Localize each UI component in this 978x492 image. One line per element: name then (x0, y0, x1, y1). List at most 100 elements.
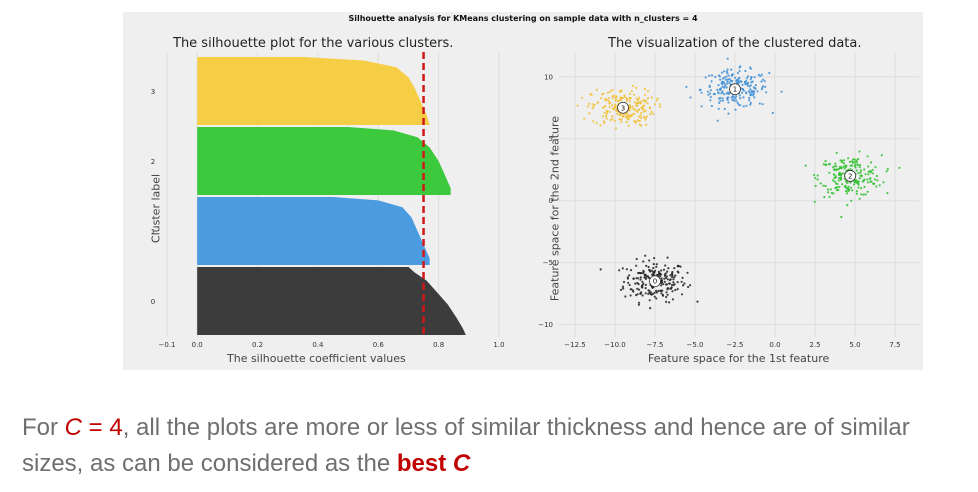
caption-c-variable: C (64, 414, 83, 441)
silhouette-plot-title: The silhouette plot for the various clus… (173, 36, 454, 51)
scatter-point (679, 265, 682, 268)
scatter-point (591, 103, 594, 106)
scatter-point (599, 268, 602, 271)
scatter-point (665, 291, 668, 294)
scatter-point (637, 288, 641, 291)
scatter-point (872, 182, 875, 185)
scatter-point (606, 110, 609, 113)
scatter-point (867, 170, 870, 173)
scatter-point (745, 104, 748, 107)
scatter-point (593, 103, 596, 106)
scatter-point (646, 90, 650, 93)
scatter-point (674, 288, 677, 292)
silhouette-x-tick-label: 0.8 (433, 341, 444, 349)
scatter-point (709, 95, 712, 98)
scatter-point (847, 185, 850, 188)
scatter-point (680, 293, 684, 296)
scatter-point (739, 65, 742, 68)
scatter-point (765, 91, 768, 94)
scatter-point (732, 95, 735, 98)
cluster-center-label: 1 (733, 86, 737, 94)
scatter-point (646, 275, 649, 278)
scatter-point (737, 103, 740, 106)
scatter-point (631, 113, 634, 116)
scatter-point (846, 181, 849, 184)
scatter-point (867, 181, 870, 184)
scatter-point (648, 299, 651, 302)
scatter-point (763, 80, 766, 83)
scatter-point (672, 278, 675, 281)
scatter-point (737, 81, 740, 85)
scatter-point (668, 282, 671, 285)
scatter-point (728, 92, 731, 95)
scatter-point (721, 80, 724, 83)
scatter-point (848, 160, 851, 163)
scatter-point (706, 90, 709, 93)
scatter-point (631, 105, 634, 108)
scatter-point (736, 71, 739, 75)
scatter-point (855, 159, 858, 162)
scatter-point (748, 85, 751, 88)
scatter-point (742, 105, 745, 108)
scatter-point (625, 268, 628, 271)
scatter-point (673, 267, 676, 270)
scatter-point (685, 85, 688, 88)
scatter-point (615, 109, 618, 112)
scatter-point (583, 117, 586, 120)
scatter-point (719, 99, 722, 102)
scatter-point (739, 97, 742, 100)
scatter-point (875, 174, 878, 178)
scatter-point (649, 113, 652, 116)
scatter-point (629, 294, 632, 297)
scatter-point (744, 81, 747, 84)
scatter-point (625, 121, 628, 124)
scatter-point (822, 184, 825, 187)
scatter-point (586, 105, 590, 108)
scatter-point (637, 115, 641, 118)
scatter-point (609, 119, 612, 122)
scatter-point (753, 96, 756, 99)
scatter-point (828, 195, 831, 198)
figure-suptitle: Silhouette analysis for KMeans clusterin… (348, 14, 698, 23)
scatter-point (652, 112, 655, 115)
scatter-point (622, 280, 626, 284)
scatter-point (680, 280, 683, 283)
scatter-point (849, 164, 852, 167)
scatter-point (835, 151, 838, 154)
scatter-point (833, 173, 836, 176)
scatter-point (725, 86, 728, 89)
scatter-point (857, 157, 860, 161)
scatter-point (838, 171, 841, 174)
scatter-point (826, 188, 830, 191)
scatter-point (664, 272, 667, 275)
scatter-point (716, 119, 719, 122)
scatter-point (780, 90, 783, 93)
scatter-point (709, 99, 712, 102)
scatter-x-tick-label: −10.0 (604, 341, 625, 349)
scatter-point (728, 81, 731, 84)
scatter-point (630, 288, 633, 291)
scatter-point (746, 75, 750, 78)
scatter-point (855, 190, 858, 193)
silhouette-cluster-1 (197, 197, 430, 265)
scatter-point (860, 187, 863, 190)
scatter-point (746, 84, 749, 87)
scatter-point (637, 277, 640, 280)
scatter-point (663, 277, 666, 280)
scatter-point (620, 288, 623, 291)
scatter-point (863, 185, 866, 188)
scatter-point (588, 112, 591, 115)
scatter-point (822, 163, 825, 166)
silhouette-x-tick-label: 0.4 (312, 341, 324, 349)
scatter-point (760, 80, 763, 83)
scatter-point (619, 96, 622, 99)
scatter-point (834, 187, 837, 190)
scatter-point (845, 192, 849, 195)
scatter-point (866, 155, 869, 158)
scatter-point (624, 295, 627, 298)
scatter-point (644, 277, 648, 280)
cluster-center-label: 2 (848, 172, 852, 180)
scatter-point (650, 293, 653, 296)
scatter-point (731, 73, 734, 76)
scatter-point (841, 183, 844, 186)
